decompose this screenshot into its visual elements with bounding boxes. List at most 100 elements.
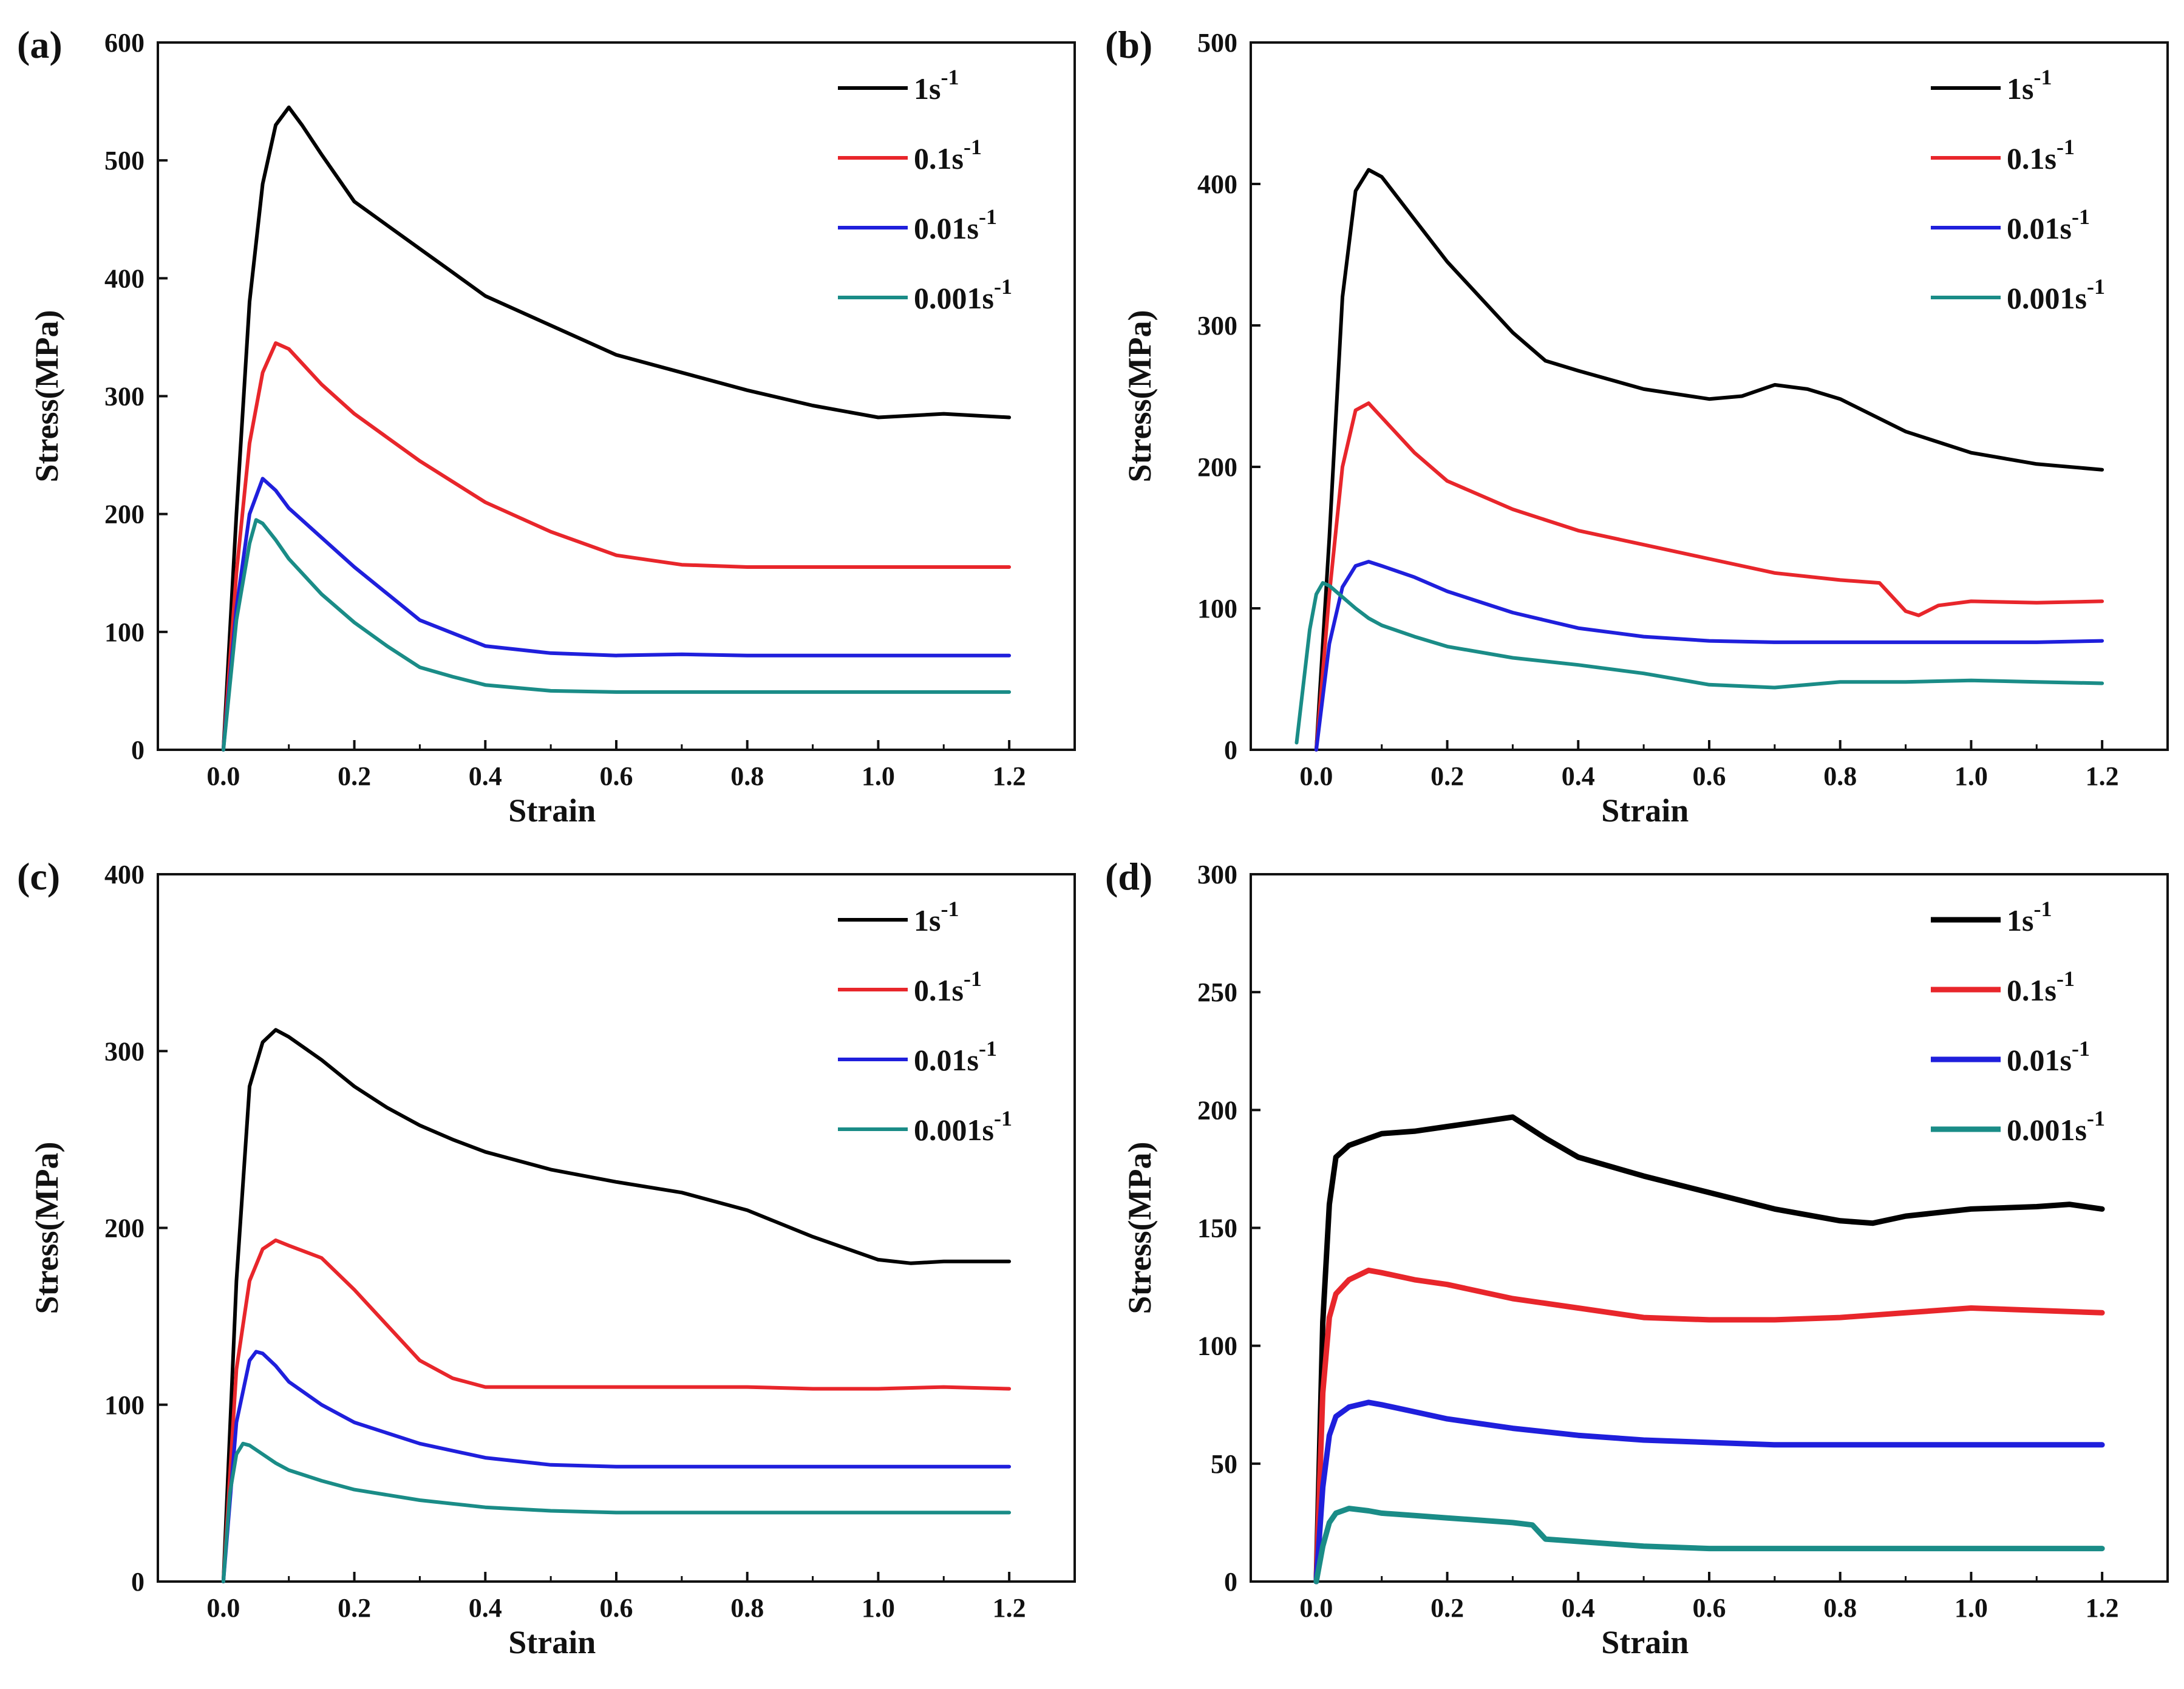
- legend-entry: 1s-1: [2007, 65, 2052, 106]
- y-tick-label: 200: [1197, 1095, 1237, 1125]
- series-line-2: [221, 1350, 1012, 1583]
- x-tick-label: 0.8: [730, 1593, 764, 1623]
- y-tick-label: 300: [1197, 311, 1237, 341]
- series-line-3: [1294, 581, 2104, 745]
- series-line-1: [221, 341, 1012, 752]
- x-tick-label: 0.6: [1693, 761, 1726, 791]
- series-line-1: [1313, 1267, 2105, 1585]
- x-tick-label: 1.2: [993, 761, 1026, 791]
- y-tick-label: 200: [104, 1214, 145, 1243]
- series-line-2: [1314, 560, 2104, 752]
- y-tick-label: 100: [1197, 594, 1237, 624]
- y-tick-label: 500: [104, 146, 145, 175]
- x-tick-label: 0.8: [1823, 761, 1857, 791]
- x-tick-label: 1.0: [1954, 761, 1988, 791]
- y-axis-title: Stress(MPa): [29, 310, 65, 483]
- legend-entry: 0.1s-1: [914, 135, 982, 175]
- legend-entry: 0.1s-1: [2007, 967, 2075, 1007]
- series-line-0: [1313, 1114, 2105, 1585]
- panel-label: (b): [1105, 23, 1152, 66]
- panel-a: 0.0 0.2 0.4 0.6 0.8 1.0 1.2 0 100 200 300 400 500 600…: [17, 23, 1076, 829]
- x-tick-label: 0.6: [600, 761, 633, 791]
- x-tick-label: 0.4: [1562, 761, 1595, 791]
- legend-entry: 0.01s-1: [914, 205, 997, 245]
- y-axis-title: Stress(MPa): [1121, 310, 1158, 483]
- y-tick-label: 50: [1211, 1449, 1237, 1479]
- legend-entry: 0.001s-1: [914, 1106, 1012, 1147]
- series-line-3: [221, 1441, 1012, 1583]
- y-tick-label: 200: [1197, 452, 1237, 482]
- y-tick-label: 300: [1197, 860, 1237, 889]
- series-line-2: [1313, 1399, 2105, 1585]
- x-tick-label: 0.0: [1299, 1593, 1333, 1623]
- legend-entry: 0.1s-1: [914, 967, 982, 1007]
- y-tick-label: 300: [104, 382, 145, 412]
- x-tick-label: 1.0: [862, 761, 895, 791]
- y-tick-label: 100: [1197, 1331, 1237, 1361]
- legend-entry: 1s-1: [914, 65, 959, 106]
- series-line-1: [1314, 401, 2104, 752]
- x-tick-label: 0.4: [469, 761, 502, 791]
- y-tick-label: 600: [104, 28, 145, 58]
- legend-entry: 0.01s-1: [2007, 205, 2090, 245]
- legend-entry: 1s-1: [2007, 897, 2052, 937]
- x-tick-label: 0.2: [1430, 761, 1464, 791]
- panel-c: 0.0 0.2 0.4 0.6 0.8 1.0 1.2 0 100 200 300 400 Strain…: [17, 855, 1076, 1660]
- legend-entry: 0.01s-1: [2007, 1036, 2090, 1077]
- x-tick-label: 0.4: [469, 1593, 502, 1623]
- x-axis-title: Strain: [508, 1624, 596, 1660]
- x-tick-label: 0.0: [1299, 761, 1333, 791]
- x-tick-label: 0.0: [206, 1593, 240, 1623]
- series-line-3: [221, 518, 1012, 752]
- x-tick-label: 0.2: [338, 761, 371, 791]
- series-line-2: [221, 477, 1012, 752]
- y-tick-label: 0: [1224, 1567, 1237, 1597]
- y-tick-label: 400: [104, 860, 145, 889]
- series-line-0: [221, 1028, 1012, 1583]
- x-tick-label: 0.2: [1430, 1593, 1464, 1623]
- y-axis-title: Stress(MPa): [29, 1142, 65, 1314]
- panel-b: 0.0 0.2 0.4 0.6 0.8 1.0 1.2 0 100 200 300 400 500 Str…: [1105, 23, 2169, 829]
- x-tick-label: 0.4: [1562, 1593, 1595, 1623]
- x-axis-title: Strain: [1601, 792, 1689, 829]
- legend-entry: 0.01s-1: [914, 1036, 997, 1077]
- legend-entry: 0.1s-1: [2007, 135, 2075, 175]
- x-tick-label: 1.2: [993, 1593, 1026, 1623]
- x-tick-label: 0.6: [1693, 1593, 1726, 1623]
- x-tick-label: 1.2: [2086, 761, 2119, 791]
- y-tick-label: 200: [104, 500, 145, 529]
- legend-entry: 1s-1: [914, 897, 959, 937]
- legend-entry: 0.001s-1: [914, 274, 1012, 315]
- x-tick-label: 0.0: [206, 761, 240, 791]
- y-tick-label: 400: [104, 263, 145, 293]
- y-tick-label: 0: [131, 1567, 145, 1597]
- x-tick-label: 0.6: [600, 1593, 633, 1623]
- x-tick-label: 0.8: [730, 761, 764, 791]
- x-tick-label: 1.0: [1954, 1593, 1988, 1623]
- panel-d: 0.0 0.2 0.4 0.6 0.8 1.0 1.2 0 50 100 150 200 250 300 S…: [1105, 855, 2169, 1660]
- series-line-1: [221, 1238, 1012, 1583]
- y-tick-label: 0: [1224, 735, 1237, 765]
- series-line-0: [221, 105, 1012, 752]
- series-line-3: [1313, 1506, 2105, 1585]
- y-tick-label: 500: [1197, 28, 1237, 58]
- y-tick-label: 300: [104, 1036, 145, 1066]
- y-axis-title: Stress(MPa): [1121, 1142, 1158, 1314]
- x-tick-label: 0.8: [1823, 1593, 1857, 1623]
- x-tick-label: 1.2: [2086, 1593, 2119, 1623]
- y-tick-label: 0: [131, 735, 145, 765]
- y-tick-label: 100: [104, 1390, 145, 1420]
- legend-entry: 0.001s-1: [2007, 1106, 2105, 1147]
- x-tick-label: 1.0: [862, 1593, 895, 1623]
- panel-label: (a): [17, 23, 63, 66]
- x-axis-title: Strain: [1601, 1624, 1689, 1660]
- series-line-0: [1314, 168, 2104, 752]
- y-tick-label: 400: [1197, 169, 1237, 199]
- y-tick-label: 100: [104, 617, 145, 647]
- x-tick-label: 0.2: [338, 1593, 371, 1623]
- panel-label: (c): [17, 855, 60, 898]
- x-axis-title: Strain: [508, 792, 596, 829]
- y-tick-label: 250: [1197, 977, 1237, 1007]
- y-tick-label: 150: [1197, 1214, 1237, 1243]
